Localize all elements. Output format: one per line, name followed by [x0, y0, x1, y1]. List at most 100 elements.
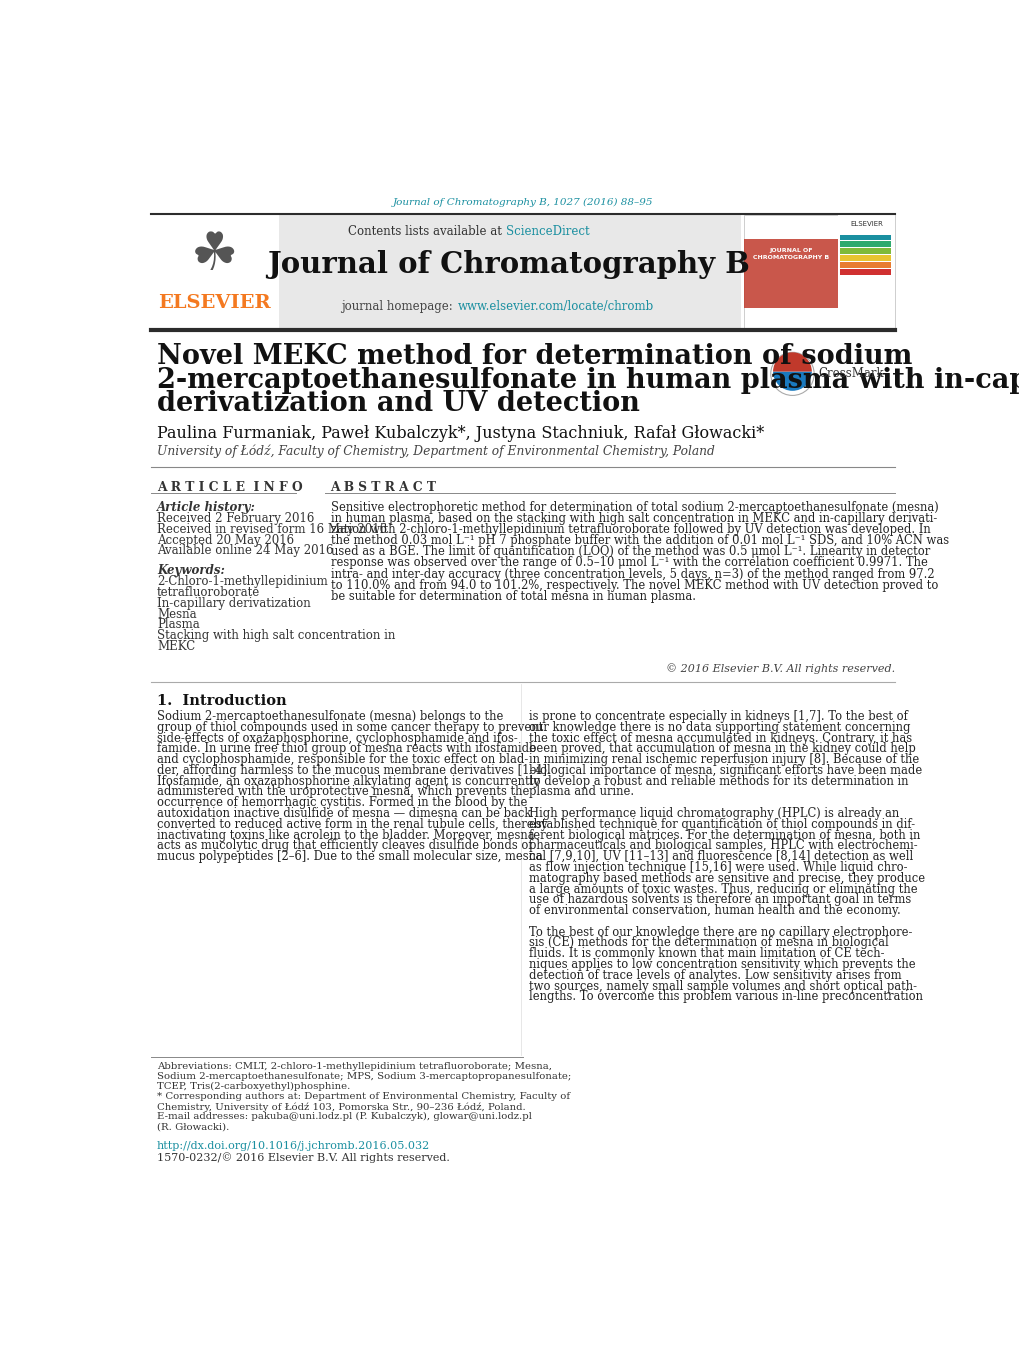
- Text: been proved, that accumulation of mesna in the kidney could help: been proved, that accumulation of mesna …: [529, 742, 915, 755]
- Text: ELSEVIER: ELSEVIER: [850, 222, 882, 227]
- Text: TCEP, Tris(2-carboxyethyl)phosphine.: TCEP, Tris(2-carboxyethyl)phosphine.: [157, 1082, 350, 1092]
- Text: Contents lists available at: Contents lists available at: [347, 224, 505, 238]
- Text: in human plasma, based on the stacking with high salt concentration in MEKC and : in human plasma, based on the stacking w…: [330, 512, 935, 524]
- Wedge shape: [772, 353, 811, 372]
- Text: pharmaceuticals and biological samples, HPLC with electrochemi-: pharmaceuticals and biological samples, …: [529, 839, 917, 852]
- Text: our knowledge there is no data supporting statement concerning: our knowledge there is no data supportin…: [529, 721, 910, 734]
- Text: plasma and urine.: plasma and urine.: [529, 785, 634, 798]
- Text: the method 0.03 mol L⁻¹ pH 7 phosphate buffer with the addition of 0.01 mol L⁻¹ : the method 0.03 mol L⁻¹ pH 7 phosphate b…: [330, 534, 948, 547]
- Text: Chemistry, University of Łódź 103, Pomorska Str., 90–236 Łódź, Poland.: Chemistry, University of Łódź 103, Pomor…: [157, 1102, 525, 1112]
- Text: to develop a robust and reliable methods for its determination in: to develop a robust and reliable methods…: [529, 774, 908, 788]
- Text: Paulina Furmaniak, Paweł Kubalczyk*, Justyna Stachniuk, Rafał Głowacki*: Paulina Furmaniak, Paweł Kubalczyk*, Jus…: [157, 424, 763, 442]
- Text: group of thiol compounds used in some cancer therapy to prevent: group of thiol compounds used in some ca…: [157, 721, 543, 734]
- Text: In-capillary derivatization: In-capillary derivatization: [157, 597, 311, 609]
- Text: Available online 24 May 2016: Available online 24 May 2016: [157, 544, 333, 558]
- Text: JOURNAL OF: JOURNAL OF: [768, 249, 812, 253]
- Text: Plasma: Plasma: [157, 619, 200, 631]
- Text: zation with 2-chloro-1-methyllepidinium tetrafluoroborate followed by UV detecti: zation with 2-chloro-1-methyllepidinium …: [330, 523, 929, 536]
- Text: converted to reduced active form in the renal tubule cells, thereby: converted to reduced active form in the …: [157, 817, 547, 831]
- Text: inactivating toxins like acrolein to the bladder. Moreover, mesna: inactivating toxins like acrolein to the…: [157, 828, 534, 842]
- Wedge shape: [772, 372, 811, 390]
- Text: be suitable for determination of total mesna in human plasma.: be suitable for determination of total m…: [330, 590, 695, 603]
- Text: occurrence of hemorrhagic cystitis. Formed in the blood by the: occurrence of hemorrhagic cystitis. Form…: [157, 796, 527, 809]
- Text: © 2016 Elsevier B.V. All rights reserved.: © 2016 Elsevier B.V. All rights reserved…: [665, 663, 894, 674]
- Text: To the best of our knowledge there are no capillary electrophore-: To the best of our knowledge there are n…: [529, 925, 911, 939]
- Text: Article history:: Article history:: [157, 501, 256, 513]
- Text: established technique for quantification of thiol compounds in dif-: established technique for quantification…: [529, 817, 914, 831]
- Text: a large amounts of toxic wastes. Thus, reducing or eliminating the: a large amounts of toxic wastes. Thus, r…: [529, 882, 917, 896]
- Bar: [151, 215, 278, 292]
- Text: the toxic effect of mesna accumulated in kidneys. Contrary, it has: the toxic effect of mesna accumulated in…: [529, 732, 911, 744]
- Text: E-mail addresses: pakuba@uni.lodz.pl (P. Kubalczyk), glowar@uni.lodz.pl: E-mail addresses: pakuba@uni.lodz.pl (P.…: [157, 1112, 531, 1121]
- Text: der, affording harmless to the mucous membrane derivatives [1–4].: der, affording harmless to the mucous me…: [157, 763, 550, 777]
- Text: detection of trace levels of analytes. Low sensitivity arises from: detection of trace levels of analytes. L…: [529, 969, 901, 982]
- Text: autoxidation inactive disulfide of mesna — dimesna can be back: autoxidation inactive disulfide of mesna…: [157, 807, 531, 820]
- Bar: [840, 255, 890, 261]
- Text: ☘: ☘: [191, 228, 237, 281]
- Text: Novel MEKC method for determination of sodium: Novel MEKC method for determination of s…: [157, 343, 911, 370]
- Text: Accepted 20 May 2016: Accepted 20 May 2016: [157, 534, 293, 547]
- Text: Abbreviations: CMLT, 2-chloro-1-methyllepidinium tetrafluoroborate; Mesna,: Abbreviations: CMLT, 2-chloro-1-methylle…: [157, 1062, 551, 1071]
- Text: to 110.0% and from 94.0 to 101.2%, respectively. The novel MEKC method with UV d: to 110.0% and from 94.0 to 101.2%, respe…: [330, 578, 937, 592]
- Text: famide. In urine free thiol group of mesna reacts with ifosfamide: famide. In urine free thiol group of mes…: [157, 742, 535, 755]
- Bar: [743, 215, 894, 330]
- Text: 1.  Introduction: 1. Introduction: [157, 694, 286, 708]
- Text: lengths. To overcome this problem various in-line preconcentration: lengths. To overcome this problem variou…: [529, 990, 922, 1004]
- Text: sis (CE) methods for the determination of mesna in biological: sis (CE) methods for the determination o…: [529, 936, 888, 950]
- Text: is prone to concentrate especially in kidneys [1,7]. To the best of: is prone to concentrate especially in ki…: [529, 711, 907, 723]
- Text: derivatization and UV detection: derivatization and UV detection: [157, 389, 639, 416]
- Text: CHROMATOGRAPHY B: CHROMATOGRAPHY B: [752, 255, 828, 261]
- Text: and cyclophosphamide, responsible for the toxic effect on blad-: and cyclophosphamide, responsible for th…: [157, 753, 528, 766]
- Text: use of hazardous solvents is therefore an important goal in terms: use of hazardous solvents is therefore a…: [529, 893, 910, 907]
- Text: Ifosfamide, an oxazaphosphorine alkylating agent is concurrently: Ifosfamide, an oxazaphosphorine alkylati…: [157, 774, 539, 788]
- Text: journal homepage:: journal homepage:: [341, 300, 457, 312]
- Text: University of Łódź, Faculty of Chemistry, Department of Environmental Chemistry,: University of Łódź, Faculty of Chemistry…: [157, 444, 714, 458]
- Bar: [838, 215, 894, 235]
- Bar: [840, 262, 890, 267]
- Text: Stacking with high salt concentration in: Stacking with high salt concentration in: [157, 630, 395, 642]
- Bar: [279, 215, 740, 330]
- Text: matography based methods are sensitive and precise, they produce: matography based methods are sensitive a…: [529, 871, 924, 885]
- Text: ferent biological matrices. For the determination of mesna, both in: ferent biological matrices. For the dete…: [529, 828, 919, 842]
- Text: 2-mercaptoethanesulfonate in human plasma with in-capillary: 2-mercaptoethanesulfonate in human plasm…: [157, 366, 1019, 393]
- Text: Mesna: Mesna: [157, 608, 197, 620]
- Text: Sensitive electrophoretic method for determination of total sodium 2-mercaptoeth: Sensitive electrophoretic method for det…: [330, 501, 937, 513]
- Text: A B S T R A C T: A B S T R A C T: [330, 481, 436, 493]
- Text: in minimizing renal ischemic reperfusion injury [8]. Because of the: in minimizing renal ischemic reperfusion…: [529, 753, 918, 766]
- Text: Keywords:: Keywords:: [157, 563, 224, 577]
- Text: biological importance of mesna, significant efforts have been made: biological importance of mesna, signific…: [529, 763, 921, 777]
- Text: High performance liquid chromatography (HPLC) is already an: High performance liquid chromatography (…: [529, 807, 899, 820]
- Bar: [840, 227, 890, 232]
- Text: ELSEVIER: ELSEVIER: [158, 295, 270, 312]
- Text: of environmental conservation, human health and the economy.: of environmental conservation, human hea…: [529, 904, 900, 917]
- Bar: [840, 249, 890, 254]
- Text: as flow injection technique [15,16] were used. While liquid chro-: as flow injection technique [15,16] were…: [529, 861, 907, 874]
- Text: niques applies to low concentration sensitivity which prevents the: niques applies to low concentration sens…: [529, 958, 915, 971]
- Text: Received in revised form 16 May 2016: Received in revised form 16 May 2016: [157, 523, 386, 536]
- Text: mucus polypeptides [2–6]. Due to the small molecular size, mesna: mucus polypeptides [2–6]. Due to the sma…: [157, 850, 542, 863]
- Text: administered with the uroprotective mesna, which prevents the: administered with the uroprotective mesn…: [157, 785, 529, 798]
- Circle shape: [770, 353, 813, 396]
- Text: http://dx.doi.org/10.1016/j.jchromb.2016.05.032: http://dx.doi.org/10.1016/j.jchromb.2016…: [157, 1142, 430, 1151]
- Bar: [840, 235, 890, 240]
- Bar: [840, 220, 890, 226]
- Text: side-effects of oxazaphosphorine, cyclophosphamide and ifos-: side-effects of oxazaphosphorine, cyclop…: [157, 732, 518, 744]
- Text: fluids. It is commonly known that main limitation of CE tech-: fluids. It is commonly known that main l…: [529, 947, 883, 961]
- Text: tetrafluoroborate: tetrafluoroborate: [157, 586, 260, 598]
- Text: (R. Głowacki).: (R. Głowacki).: [157, 1123, 229, 1131]
- Text: ScienceDirect: ScienceDirect: [506, 224, 590, 238]
- Text: 1570-0232/© 2016 Elsevier B.V. All rights reserved.: 1570-0232/© 2016 Elsevier B.V. All right…: [157, 1152, 449, 1163]
- Text: acts as mucolytic drug that efficiently cleaves disulfide bonds of: acts as mucolytic drug that efficiently …: [157, 839, 532, 852]
- Text: A R T I C L E  I N F O: A R T I C L E I N F O: [157, 481, 303, 493]
- Bar: [840, 269, 890, 274]
- Text: MEKC: MEKC: [157, 640, 195, 653]
- Text: cal [7,9,10], UV [11–13] and fluorescence [8,14] detection as well: cal [7,9,10], UV [11–13] and fluorescenc…: [529, 850, 912, 863]
- Text: www.elsevier.com/locate/chromb: www.elsevier.com/locate/chromb: [458, 300, 653, 312]
- Text: 2-Chloro-1-methyllepidinium: 2-Chloro-1-methyllepidinium: [157, 576, 327, 588]
- Text: Sodium 2-mercaptoethanesulfonate (mesna) belongs to the: Sodium 2-mercaptoethanesulfonate (mesna)…: [157, 711, 502, 723]
- Text: Journal of Chromatography B: Journal of Chromatography B: [267, 250, 750, 280]
- Text: response was observed over the range of 0.5–10 μmol L⁻¹ with the correlation coe: response was observed over the range of …: [330, 557, 926, 569]
- Text: CrossMark: CrossMark: [818, 366, 883, 380]
- Text: Sodium 2-mercaptoethanesulfonate; MPS, Sodium 3-mercaptopropanesulfonate;: Sodium 2-mercaptoethanesulfonate; MPS, S…: [157, 1073, 571, 1081]
- Text: intra- and inter-day accuracy (three concentration levels, 5 days, n=3) of the m: intra- and inter-day accuracy (three con…: [330, 567, 933, 581]
